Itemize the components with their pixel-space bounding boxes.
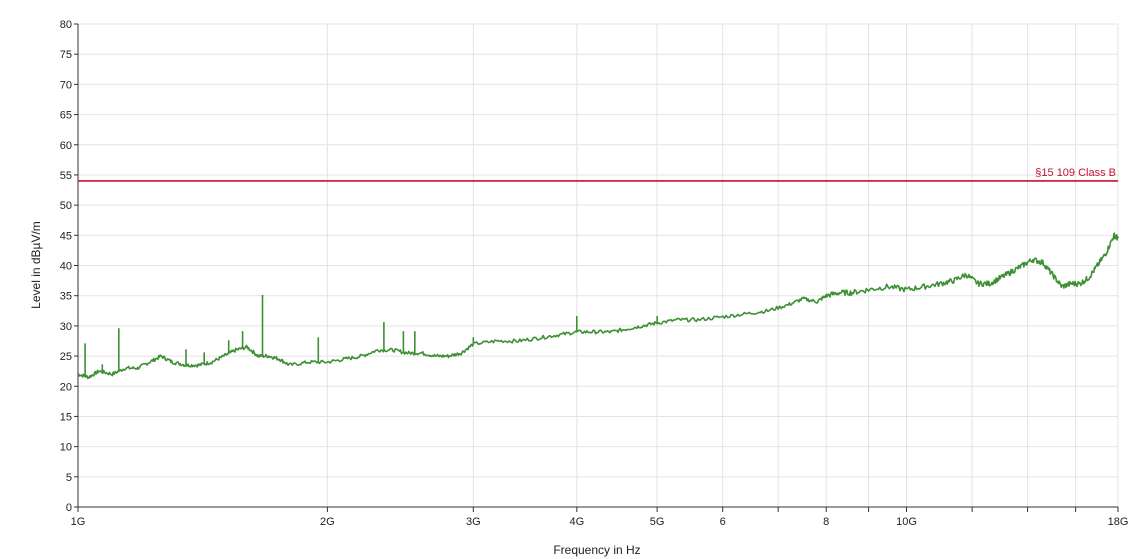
y-tick-label: 65 <box>60 110 72 122</box>
x-tick-label: 4G <box>569 516 584 528</box>
y-tick-label: 40 <box>60 261 72 273</box>
y-tick-label: 60 <box>60 140 72 152</box>
y-tick-label: 75 <box>60 49 72 61</box>
y-tick-label: 30 <box>60 321 72 333</box>
x-tick-label: 18G <box>1108 516 1129 528</box>
spike-peak <box>185 349 187 351</box>
x-tick-label: 5G <box>650 516 665 528</box>
tick-labels: 0 5 10 15 20 25 30 35 40 45 50 55 60 65 70 75 80 1G 2G 3G 4G… <box>60 19 1129 528</box>
y-tick-label: 10 <box>60 442 72 454</box>
spike-peak <box>203 352 205 354</box>
spike-peak <box>576 316 578 318</box>
y-tick-label: 55 <box>60 170 72 182</box>
spike-peak <box>101 364 104 366</box>
measurement-series <box>78 232 1119 380</box>
spike-peak <box>472 337 475 339</box>
y-tick-label: 15 <box>60 411 72 423</box>
spike-peak <box>402 331 405 333</box>
spike-peak <box>414 331 416 333</box>
x-axis-title: Frequency in Hz <box>553 543 640 557</box>
spike-peak <box>261 294 264 297</box>
y-tick-label: 5 <box>66 472 72 484</box>
measurement-trace <box>78 232 1119 380</box>
x-tick-label: 1G <box>71 516 86 528</box>
spike-peak <box>84 343 86 345</box>
x-tick-label: 2G <box>320 516 335 528</box>
y-tick-label: 0 <box>66 502 72 514</box>
spike-peak <box>241 331 244 333</box>
y-tick-label: 70 <box>60 79 72 91</box>
x-tick-label: 10G <box>896 516 917 528</box>
y-tick-label: 50 <box>60 200 72 212</box>
spike-peak <box>227 340 230 342</box>
y-tick-label: 20 <box>60 381 72 393</box>
y-tick-label: 25 <box>60 351 72 363</box>
x-tick-label: 6 <box>720 516 726 528</box>
spike-peak <box>656 316 658 318</box>
y-tick-label: 80 <box>60 19 72 31</box>
spike-peak <box>383 322 385 324</box>
spike-peak <box>117 328 120 330</box>
grid-lines <box>78 23 1119 507</box>
limit-line-label: §15 109 Class B <box>1035 167 1116 179</box>
y-tick-label: 45 <box>60 230 72 242</box>
y-axis-title: Level in dBµV/m <box>29 221 43 309</box>
x-tick-label: 3G <box>466 516 481 528</box>
x-tick-label: 8 <box>823 516 829 528</box>
y-tick-label: 35 <box>60 291 72 303</box>
limit-line-group: §15 109 Class B <box>78 167 1118 182</box>
spike-peak <box>317 337 320 339</box>
